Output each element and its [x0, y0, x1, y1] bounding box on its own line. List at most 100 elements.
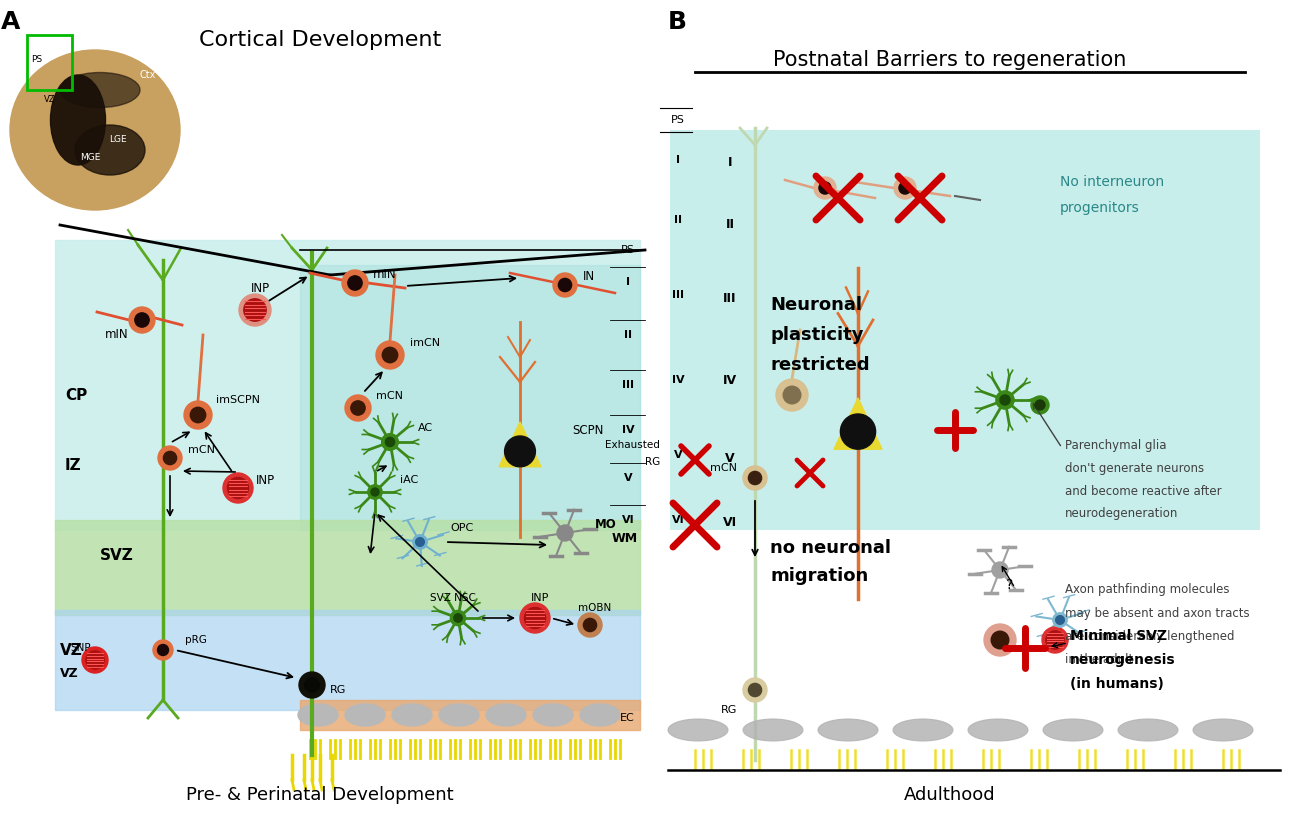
Circle shape — [129, 307, 155, 333]
Ellipse shape — [744, 719, 803, 741]
Text: II: II — [624, 330, 632, 340]
Text: RG: RG — [645, 457, 660, 467]
Text: IN: IN — [582, 271, 595, 284]
Text: No interneuron: No interneuron — [1060, 175, 1164, 189]
Text: Ctx: Ctx — [140, 70, 156, 80]
Text: CP: CP — [65, 388, 87, 402]
Circle shape — [382, 347, 398, 363]
Polygon shape — [499, 422, 541, 467]
Ellipse shape — [533, 704, 573, 726]
Circle shape — [814, 177, 836, 199]
Ellipse shape — [439, 704, 478, 726]
Circle shape — [584, 619, 597, 632]
Ellipse shape — [893, 719, 953, 741]
Text: neurodegeneration: neurodegeneration — [1065, 507, 1178, 520]
Circle shape — [454, 614, 463, 622]
Circle shape — [86, 651, 104, 669]
Text: IZ: IZ — [65, 458, 82, 472]
Circle shape — [224, 473, 254, 503]
Text: progenitors: progenitors — [1060, 201, 1140, 215]
Ellipse shape — [1118, 719, 1178, 741]
Text: VI: VI — [621, 515, 634, 525]
Text: INP: INP — [256, 473, 276, 486]
Polygon shape — [300, 265, 640, 530]
Circle shape — [1056, 615, 1065, 624]
Circle shape — [351, 401, 365, 415]
Text: mIN: mIN — [373, 268, 396, 281]
Text: SCPN: SCPN — [572, 424, 603, 437]
Text: SVZ: SVZ — [100, 547, 134, 563]
Ellipse shape — [668, 719, 728, 741]
Circle shape — [1000, 395, 1010, 405]
Text: restricted: restricted — [770, 356, 870, 374]
Circle shape — [783, 386, 801, 404]
Circle shape — [1043, 627, 1069, 653]
Text: Axon pathfinding molecules: Axon pathfinding molecules — [1065, 584, 1230, 597]
Text: IV: IV — [621, 425, 634, 435]
Text: SVZ NSC: SVZ NSC — [430, 593, 476, 603]
Circle shape — [559, 278, 572, 292]
Circle shape — [984, 624, 1017, 656]
Circle shape — [376, 341, 404, 369]
Text: PS: PS — [671, 115, 685, 125]
Text: don't generate neurons: don't generate neurons — [1065, 462, 1204, 475]
Circle shape — [299, 672, 325, 698]
Circle shape — [744, 678, 767, 702]
Text: may be absent and axon tracts: may be absent and axon tracts — [1065, 606, 1249, 620]
Text: IV: IV — [723, 375, 737, 388]
Text: LGE: LGE — [109, 136, 127, 145]
Text: mCN: mCN — [376, 391, 403, 401]
Text: neurogenesis: neurogenesis — [1070, 653, 1175, 667]
Text: PS: PS — [31, 55, 43, 64]
Text: MGE: MGE — [79, 154, 100, 163]
Circle shape — [157, 645, 169, 655]
Circle shape — [82, 647, 108, 673]
Text: III: III — [621, 380, 634, 390]
Text: RG: RG — [330, 685, 346, 695]
Text: mCN: mCN — [188, 445, 215, 455]
Text: Neuronal: Neuronal — [770, 296, 862, 314]
Circle shape — [556, 525, 573, 541]
Ellipse shape — [60, 72, 140, 107]
Text: iAC: iAC — [400, 475, 419, 485]
Text: plasticity: plasticity — [770, 326, 863, 344]
Text: V: V — [725, 451, 734, 464]
Text: VZ: VZ — [60, 642, 83, 658]
Ellipse shape — [818, 719, 878, 741]
Text: Pre- & Perinatal Development: Pre- & Perinatal Development — [186, 786, 454, 804]
Text: IV: IV — [672, 375, 684, 385]
Circle shape — [819, 182, 831, 194]
Text: Cortical Development: Cortical Development — [199, 30, 441, 50]
Text: WM: WM — [612, 532, 638, 545]
Circle shape — [894, 177, 916, 199]
Text: imCN: imCN — [410, 338, 441, 348]
Circle shape — [239, 294, 270, 326]
Text: mCN: mCN — [710, 463, 737, 473]
Text: OPC: OPC — [450, 523, 473, 533]
Circle shape — [900, 182, 911, 194]
Polygon shape — [55, 240, 640, 530]
Text: III: III — [723, 292, 737, 305]
Polygon shape — [55, 610, 640, 710]
Circle shape — [840, 414, 876, 450]
Text: RG: RG — [720, 705, 737, 715]
Circle shape — [342, 270, 368, 296]
Circle shape — [190, 407, 205, 423]
Ellipse shape — [580, 704, 620, 726]
Circle shape — [749, 684, 762, 697]
Circle shape — [153, 640, 173, 660]
Text: B: B — [668, 10, 686, 34]
Circle shape — [524, 607, 546, 628]
Circle shape — [504, 436, 536, 467]
Ellipse shape — [51, 75, 105, 165]
Circle shape — [382, 433, 398, 450]
Circle shape — [1046, 631, 1065, 649]
Text: II: II — [673, 215, 682, 225]
Circle shape — [159, 446, 182, 470]
Circle shape — [744, 466, 767, 490]
Bar — [27, 35, 72, 90]
Text: VI: VI — [723, 516, 737, 529]
Text: Exhausted: Exhausted — [604, 440, 660, 450]
Text: imSCPN: imSCPN — [216, 395, 260, 405]
Ellipse shape — [393, 704, 432, 726]
